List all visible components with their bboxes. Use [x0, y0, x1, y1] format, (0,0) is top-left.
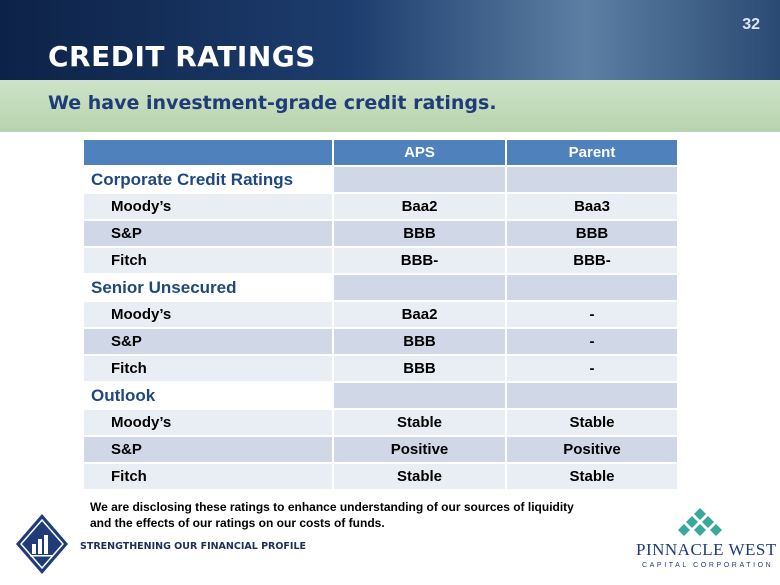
rating-cell: Baa2 [333, 301, 506, 328]
rating-cell: BBB [333, 328, 506, 355]
subtitle-band [0, 80, 780, 132]
section-cell [506, 166, 678, 193]
rating-cell: Baa3 [506, 193, 678, 220]
section-cell [506, 382, 678, 409]
logo-name: PINNACLE WEST [636, 540, 777, 559]
section-cell [506, 274, 678, 301]
rating-cell: Baa2 [333, 193, 506, 220]
agency-label: S&P [83, 328, 333, 355]
rating-cell: BBB [333, 355, 506, 382]
page-number: 32 [742, 16, 760, 33]
header-cell: Parent [506, 139, 678, 166]
logo-icon [16, 514, 68, 574]
logo-mark [678, 508, 722, 536]
header-cell [83, 139, 333, 166]
agency-label: Fitch [83, 355, 333, 382]
header-banner [0, 0, 780, 80]
section-cell [333, 166, 506, 193]
section-title: Senior Unsecured [83, 274, 333, 301]
rating-cell: Stable [506, 409, 678, 436]
rating-cell: Stable [333, 463, 506, 490]
rating-cell: BBB- [333, 247, 506, 274]
agency-label: S&P [83, 436, 333, 463]
section-title: Corporate Credit Ratings [83, 166, 333, 193]
agency-label: S&P [83, 220, 333, 247]
rating-cell: - [506, 301, 678, 328]
agency-label: Moody’s [83, 409, 333, 436]
title: CREDIT RATINGS [48, 40, 316, 73]
section-title: Outlook [83, 382, 333, 409]
footnote: and the effects of our ratings on our co… [90, 516, 385, 530]
agency-label: Fitch [83, 463, 333, 490]
agency-label: Fitch [83, 247, 333, 274]
header-cell: APS [333, 139, 506, 166]
section-cell [333, 382, 506, 409]
footnote: We are disclosing these ratings to enhan… [90, 500, 574, 514]
rating-cell: BBB [333, 220, 506, 247]
agency-label: Moody’s [83, 301, 333, 328]
subtitle: We have investment-grade credit ratings. [48, 92, 497, 114]
rating-cell: BBB- [506, 247, 678, 274]
tagline: STRENGTHENING OUR FINANCIAL PROFILE [80, 541, 307, 552]
rating-cell: Positive [506, 436, 678, 463]
section-cell [333, 274, 506, 301]
agency-label: Moody’s [83, 193, 333, 220]
rating-cell: Stable [506, 463, 678, 490]
rating-cell: - [506, 355, 678, 382]
logo-subname: CAPITAL CORPORATION [642, 562, 774, 569]
rating-cell: - [506, 328, 678, 355]
rating-cell: Positive [333, 436, 506, 463]
rating-cell: Stable [333, 409, 506, 436]
rating-cell: BBB [506, 220, 678, 247]
